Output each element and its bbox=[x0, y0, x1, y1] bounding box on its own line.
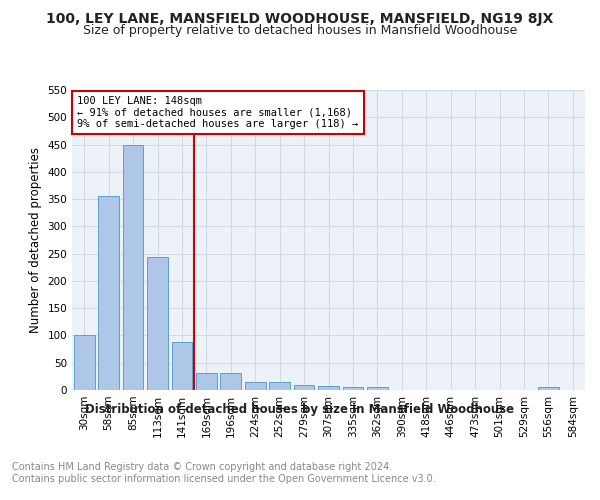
Bar bbox=[318, 386, 339, 390]
Y-axis label: Number of detached properties: Number of detached properties bbox=[29, 147, 42, 333]
Text: Contains HM Land Registry data © Crown copyright and database right 2024.
Contai: Contains HM Land Registry data © Crown c… bbox=[12, 462, 436, 484]
Bar bbox=[172, 342, 193, 390]
Text: 100, LEY LANE, MANSFIELD WOODHOUSE, MANSFIELD, NG19 8JX: 100, LEY LANE, MANSFIELD WOODHOUSE, MANS… bbox=[46, 12, 554, 26]
Bar bbox=[74, 336, 95, 390]
Bar bbox=[220, 372, 241, 390]
Bar bbox=[269, 382, 290, 390]
Text: Size of property relative to detached houses in Mansfield Woodhouse: Size of property relative to detached ho… bbox=[83, 24, 517, 37]
Bar bbox=[367, 388, 388, 390]
Bar bbox=[245, 382, 266, 390]
Bar bbox=[196, 372, 217, 390]
Bar bbox=[98, 196, 119, 390]
Bar bbox=[147, 258, 168, 390]
Text: 100 LEY LANE: 148sqm
← 91% of detached houses are smaller (1,168)
9% of semi-det: 100 LEY LANE: 148sqm ← 91% of detached h… bbox=[77, 96, 358, 129]
Text: Distribution of detached houses by size in Mansfield Woodhouse: Distribution of detached houses by size … bbox=[85, 402, 515, 415]
Bar bbox=[293, 385, 314, 390]
Bar bbox=[343, 388, 364, 390]
Bar bbox=[538, 388, 559, 390]
Bar bbox=[122, 145, 143, 390]
